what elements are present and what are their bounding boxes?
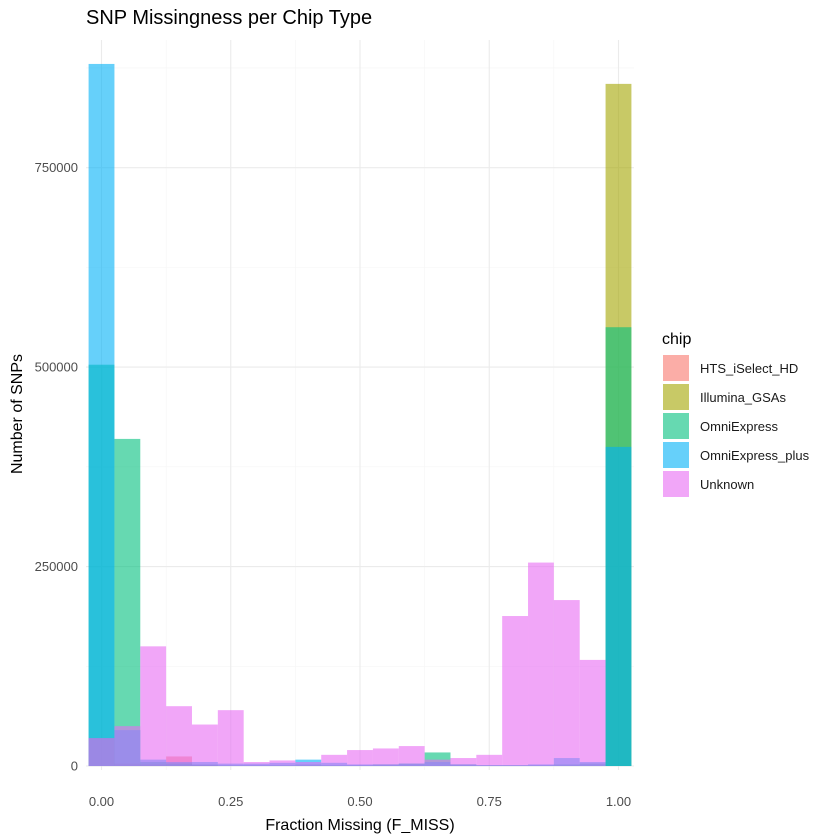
legend-swatch <box>663 442 689 468</box>
legend-swatch <box>663 471 689 497</box>
bar <box>191 724 218 767</box>
x-tick-label: 0.00 <box>89 794 114 809</box>
bar <box>295 762 322 767</box>
y-axis-title: Number of SNPs <box>9 354 26 474</box>
bar <box>114 726 141 767</box>
bar <box>553 600 580 767</box>
bar <box>140 646 167 767</box>
bar <box>398 746 425 767</box>
legend-swatch <box>663 413 689 439</box>
y-tick-label: 250000 <box>35 559 78 574</box>
bar <box>424 759 451 767</box>
legend-label: Unknown <box>700 477 754 492</box>
legend-items: HTS_iSelect_HD Illumina_GSAs OmniExpress Om… <box>663 355 810 497</box>
bar <box>114 438 141 767</box>
x-tick-label: 0.25 <box>218 794 243 809</box>
bar <box>347 750 373 767</box>
legend: chip HTS_iSelect_HD Illumina_GSAs OmniExpr… <box>662 331 810 497</box>
chart-title: SNP Missingness per Chip Type <box>86 7 372 29</box>
x-tick-label: 1.00 <box>606 794 631 809</box>
bar <box>450 758 477 767</box>
bar <box>321 754 348 767</box>
bar <box>88 738 115 767</box>
bar <box>579 659 606 767</box>
bar <box>372 748 399 767</box>
x-axis-title: Fraction Missing (F_MISS) <box>265 817 454 834</box>
legend-item: Illumina_GSAs <box>663 384 786 410</box>
series-Unknown <box>88 562 606 767</box>
histogram-bars <box>88 63 632 767</box>
bar <box>269 760 296 767</box>
bar <box>502 616 529 767</box>
x-tick-label: 0.75 <box>477 794 502 809</box>
bar <box>88 63 115 767</box>
x-axis-ticks: 0.00 0.25 0.50 0.75 1.00 <box>89 794 631 809</box>
y-axis-ticks: 0 250000 500000 750000 <box>35 160 78 773</box>
y-tick-label: 500000 <box>35 360 78 375</box>
legend-item: Unknown <box>663 471 754 497</box>
bar <box>528 562 554 767</box>
legend-item: OmniExpress_plus <box>663 442 810 468</box>
legend-item: HTS_iSelect_HD <box>663 355 798 381</box>
x-tick-label: 0.50 <box>347 794 372 809</box>
bar <box>166 706 192 767</box>
legend-label: Illumina_GSAs <box>700 390 786 405</box>
legend-label: OmniExpress_plus <box>700 448 810 463</box>
y-tick-label: 0 <box>71 759 78 774</box>
bar <box>476 754 503 767</box>
legend-item: OmniExpress <box>663 413 779 439</box>
legend-label: OmniExpress <box>700 419 779 434</box>
legend-swatch <box>663 355 689 381</box>
legend-label: HTS_iSelect_HD <box>700 361 798 376</box>
legend-swatch <box>663 384 689 410</box>
bar <box>243 762 270 767</box>
bar <box>217 710 244 767</box>
legend-title: chip <box>662 331 691 348</box>
y-tick-label: 750000 <box>35 160 78 175</box>
bar <box>605 446 632 767</box>
